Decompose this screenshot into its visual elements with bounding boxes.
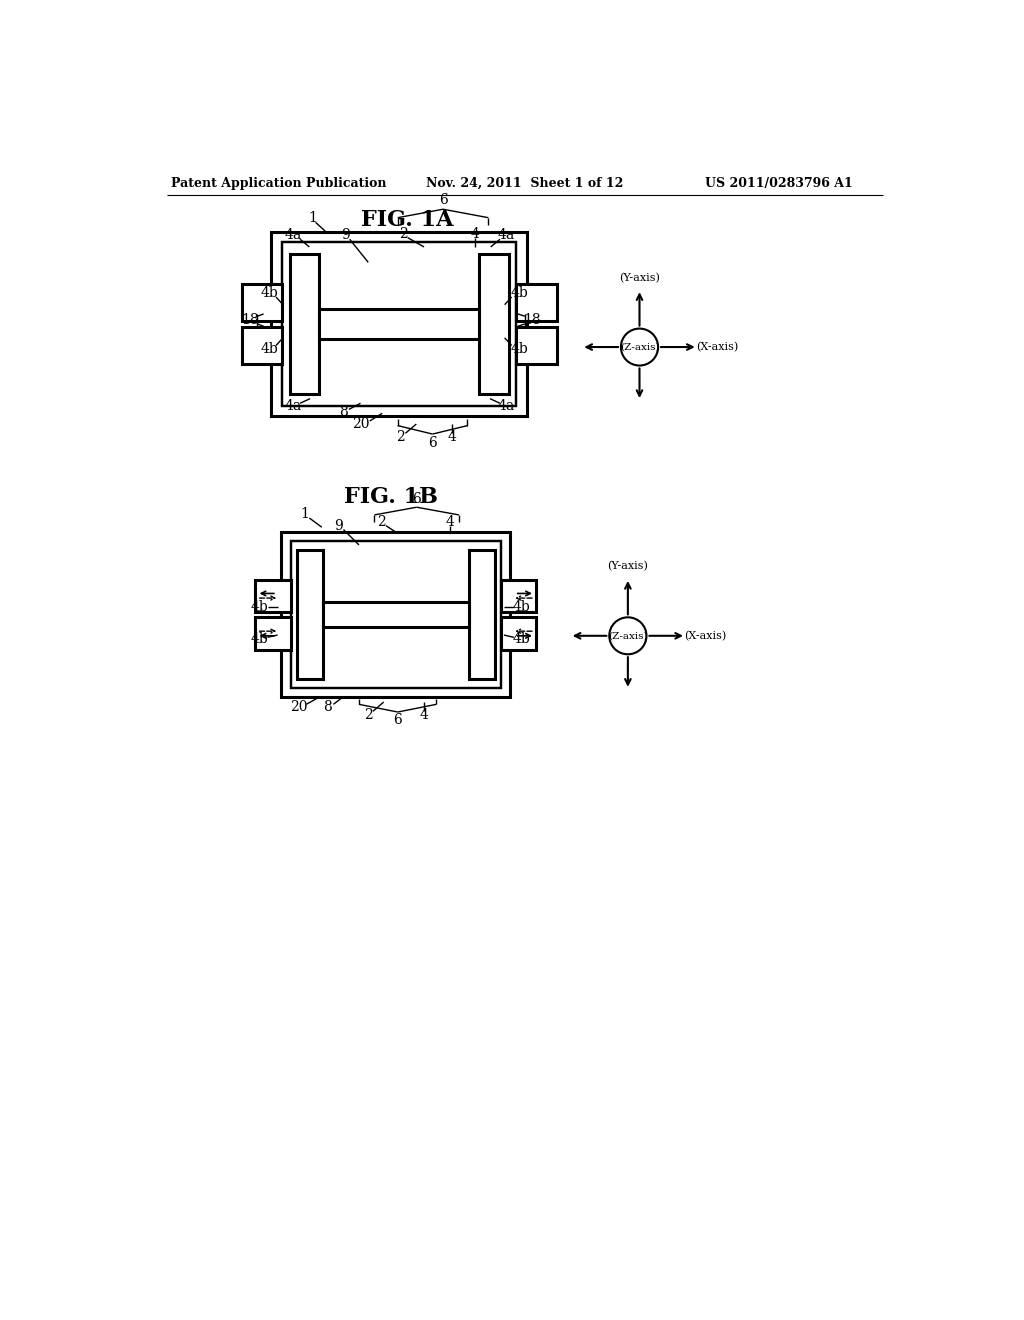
Bar: [501, 579, 537, 612]
Text: Patent Application Publication: Patent Application Publication: [171, 177, 387, 190]
Text: (Y-axis): (Y-axis): [607, 561, 648, 572]
Text: 4b: 4b: [251, 632, 268, 645]
Text: US 2011/0283796 A1: US 2011/0283796 A1: [706, 177, 853, 190]
Bar: [501, 618, 537, 649]
Text: 4: 4: [471, 227, 479, 240]
Text: 2: 2: [396, 430, 406, 444]
Text: 6: 6: [428, 437, 437, 450]
Bar: [242, 327, 283, 364]
Bar: [323, 602, 469, 627]
Text: Nov. 24, 2011  Sheet 1 of 12: Nov. 24, 2011 Sheet 1 of 12: [426, 177, 624, 190]
Bar: [242, 284, 283, 321]
Bar: [516, 284, 557, 321]
Bar: [469, 550, 495, 678]
Text: 4b: 4b: [260, 342, 278, 356]
Bar: [297, 550, 323, 678]
Text: 6: 6: [393, 714, 402, 727]
Bar: [290, 253, 319, 395]
Text: 18: 18: [523, 313, 542, 327]
Text: (Z-axis): (Z-axis): [608, 631, 648, 640]
Text: 4b: 4b: [251, 599, 268, 614]
Text: 20: 20: [290, 701, 307, 714]
Bar: [271, 231, 527, 416]
Text: 2: 2: [377, 515, 386, 529]
Text: 9: 9: [341, 228, 349, 243]
Text: 4: 4: [447, 430, 457, 444]
Text: 6: 6: [413, 492, 421, 506]
Bar: [282, 532, 510, 697]
Text: 6: 6: [438, 193, 447, 207]
Bar: [283, 243, 516, 405]
Bar: [479, 253, 509, 395]
Text: FIG. 1A: FIG. 1A: [360, 209, 454, 231]
Text: 4b: 4b: [513, 599, 530, 614]
Text: (Y-axis): (Y-axis): [620, 273, 659, 282]
Text: 8: 8: [324, 701, 333, 714]
Text: 4a: 4a: [285, 228, 302, 243]
Text: 2: 2: [398, 227, 408, 240]
Text: 1: 1: [300, 507, 309, 521]
Bar: [255, 618, 291, 649]
Bar: [319, 309, 479, 339]
Text: 4: 4: [445, 515, 454, 529]
Text: 4: 4: [420, 708, 428, 722]
Text: (Z-axis): (Z-axis): [620, 343, 659, 351]
Text: 4a: 4a: [498, 400, 515, 413]
Text: 1: 1: [308, 211, 316, 226]
Text: 4b: 4b: [260, 286, 278, 300]
Text: 8: 8: [339, 405, 348, 420]
Text: 4b: 4b: [513, 632, 530, 645]
Text: FIG. 1B: FIG. 1B: [344, 486, 438, 508]
Text: 4a: 4a: [498, 228, 515, 243]
Text: 4b: 4b: [511, 286, 528, 300]
Text: (X-axis): (X-axis): [684, 631, 726, 642]
Text: (X-axis): (X-axis): [696, 342, 738, 352]
Text: 4a: 4a: [285, 400, 302, 413]
Text: 4b: 4b: [511, 342, 528, 356]
Text: 9: 9: [335, 519, 343, 533]
Bar: [516, 327, 557, 364]
Text: 20: 20: [352, 417, 370, 432]
Bar: [255, 579, 291, 612]
Bar: [291, 541, 501, 688]
Text: 2: 2: [364, 708, 373, 722]
Text: 18: 18: [241, 313, 258, 327]
